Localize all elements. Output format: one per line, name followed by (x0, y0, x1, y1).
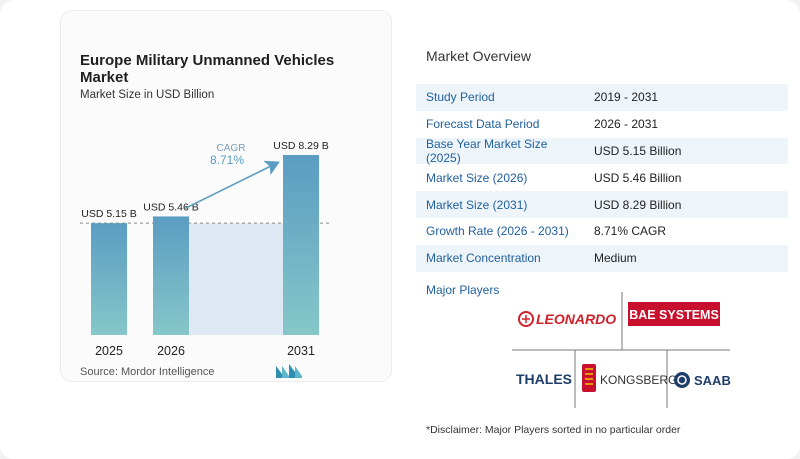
overview-row-label: Forecast Data Period (426, 117, 540, 132)
overview-row-value: USD 5.15 Billion (594, 143, 682, 158)
overview-row-value: USD 8.29 Billion (594, 197, 682, 212)
thales-logo: THALES (516, 371, 572, 387)
disclaimer: *Disclaimer: Major Players sorted in no … (426, 424, 681, 436)
logo-kongsberg-text: KONGSBERG (600, 373, 677, 387)
overview-row-label: Market Size (2026) (426, 170, 528, 185)
overview-row: Market Size (2031) USD 8.29 Billion (416, 191, 788, 218)
x-tick-2025: 2025 (95, 344, 123, 358)
overview-row-label: Market Concentration (426, 251, 541, 266)
overview-row-label: Base Year Market Size (2025) (426, 137, 548, 165)
kongsberg-logo: KONGSBERG (582, 364, 677, 392)
bar-chart: USD 5.15 B 2025 USD 5.46 B 2026 USD 8.29 B 20… (80, 140, 330, 358)
overview-row: Growth Rate (2026 - 2031) 8.71% CAGR (416, 218, 788, 245)
logo-leonardo-text: LEONARDO (536, 311, 616, 327)
overview-row-value: 2019 - 2031 (594, 90, 659, 105)
overview-row: Market Size (2026) USD 5.46 Billion (416, 164, 788, 191)
overview-table: Study Period 2019 - 2031 Forecast Data Per… (416, 84, 788, 272)
cagr-value: 8.71% (210, 153, 244, 167)
x-tick-2026: 2026 (157, 344, 185, 358)
overview-row-label: Market Size (2031) (426, 197, 528, 212)
chart-subtitle: Market Size in USD Billion (80, 89, 215, 101)
logo-bae-text: BAE SYSTEMS (629, 308, 719, 322)
logo-thales-text: THALES (516, 371, 572, 387)
players-title: Major Players (426, 283, 500, 297)
cagr-label: CAGR (217, 143, 246, 154)
overview-row-value: USD 5.46 Billion (594, 170, 682, 185)
data-label-2025: USD 5.15 B (81, 208, 136, 220)
bar-2025 (91, 223, 127, 335)
overview-row-value: 8.71% CAGR (594, 224, 667, 239)
overview-row-value: Medium (594, 251, 637, 266)
bae-systems-logo: BAE SYSTEMS (628, 302, 720, 326)
bar-2026 (153, 216, 189, 335)
overview-row: Market Concentration Medium (416, 244, 788, 272)
overview-row: Base Year Market Size (2025) USD 5.15 Bil… (416, 137, 788, 165)
source-note: Source: Mordor Intelligence (80, 366, 215, 378)
chart-title: Europe Military Unmanned Vehicles Market (80, 52, 335, 86)
saab-logo: SAAB (674, 372, 731, 388)
overview-row-label: Study Period (426, 90, 495, 105)
leonardo-logo: LEONARDO (518, 311, 616, 327)
overview-row: Forecast Data Period 2026 - 2031 (416, 111, 788, 138)
overview-row-value: 2026 - 2031 (594, 117, 659, 132)
mordor-logo-icon (276, 364, 302, 378)
overview-row-label: Growth Rate (2026 - 2031) (426, 224, 569, 239)
x-tick-2031: 2031 (287, 344, 315, 358)
data-label-2031: USD 8.29 B (273, 140, 328, 152)
data-label-2026: USD 5.46 B (143, 201, 198, 213)
logo-saab-text: SAAB (694, 373, 731, 388)
cagr-arrow (184, 160, 280, 210)
growth-band (189, 223, 283, 335)
overview-row: Study Period 2019 - 2031 (416, 84, 788, 111)
overview-title: Market Overview (426, 48, 532, 64)
bar-2031 (283, 155, 319, 335)
